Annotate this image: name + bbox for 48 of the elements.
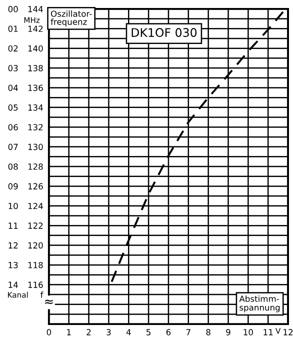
annotation: DK1OF 030 [132, 28, 197, 37]
y2-tick-label: 13 [8, 262, 18, 268]
y-tick-label: 142 [28, 26, 43, 32]
annotation: Abstimm- spannung [239, 295, 280, 312]
annotation: Oszillator- frequenz [50, 10, 92, 27]
y-tick-label: 132 [28, 124, 43, 130]
x-tick-label: 0 [46, 329, 52, 336]
y-tick-label: 128 [28, 163, 43, 170]
y2-tick-label: 00 [8, 6, 18, 12]
y2-tick-label: 11 [8, 222, 18, 229]
y-tick-label: 130 [28, 144, 43, 150]
y-tick-label: 138 [28, 65, 43, 72]
y2-tick-label: 12 [8, 242, 18, 248]
y2-tick-label: 07 [8, 144, 18, 150]
y-tick-label: 136 [28, 84, 43, 92]
x-tick-label: 12 [284, 329, 292, 336]
x-tick-label: 10 [244, 329, 253, 336]
y-tick-label: 124 [28, 202, 43, 210]
x-tick-label: 2 [86, 329, 91, 336]
y2-tick-label: 06 [8, 124, 18, 130]
y-tick-label: 122 [28, 222, 43, 229]
y-tick-label: 120 [28, 242, 43, 249]
x-tick-label: 7 [186, 329, 190, 336]
y2-tick-label: 08 [8, 163, 18, 170]
y-axis-title: f [40, 291, 44, 298]
y2-tick-label: 10 [8, 202, 18, 210]
y2-tick-label: 04 [8, 84, 18, 92]
y-tick-label: 116 [28, 282, 43, 288]
y2-tick-label: 01 [8, 26, 18, 32]
x-tick-label: 8 [206, 329, 210, 336]
y2-tick-label: 05 [8, 104, 18, 111]
y2-tick-label: 03 [8, 65, 18, 72]
y-tick-label: 118 [28, 262, 43, 268]
x-tick-label: 1 [67, 329, 71, 336]
y2-tick-label: 14 [8, 282, 18, 288]
x-tick-label: 3 [106, 329, 111, 336]
x-tick-label: 11 [264, 329, 273, 336]
y-tick-label: 140 [28, 45, 43, 52]
y2-tick-label: 02 [8, 45, 18, 52]
x-tick-label: 9 [226, 329, 230, 336]
y-tick-label: 126 [28, 183, 43, 190]
x-tick-label: 6 [166, 329, 171, 336]
annotation: ≈ [45, 300, 53, 304]
y-tick-label: 144 [28, 6, 43, 12]
x-tick-label: 5 [146, 329, 150, 336]
x-tick-label: 4 [126, 329, 131, 336]
y2-tick-label: 09 [8, 183, 18, 190]
y-tick-label: 134 [28, 104, 43, 111]
